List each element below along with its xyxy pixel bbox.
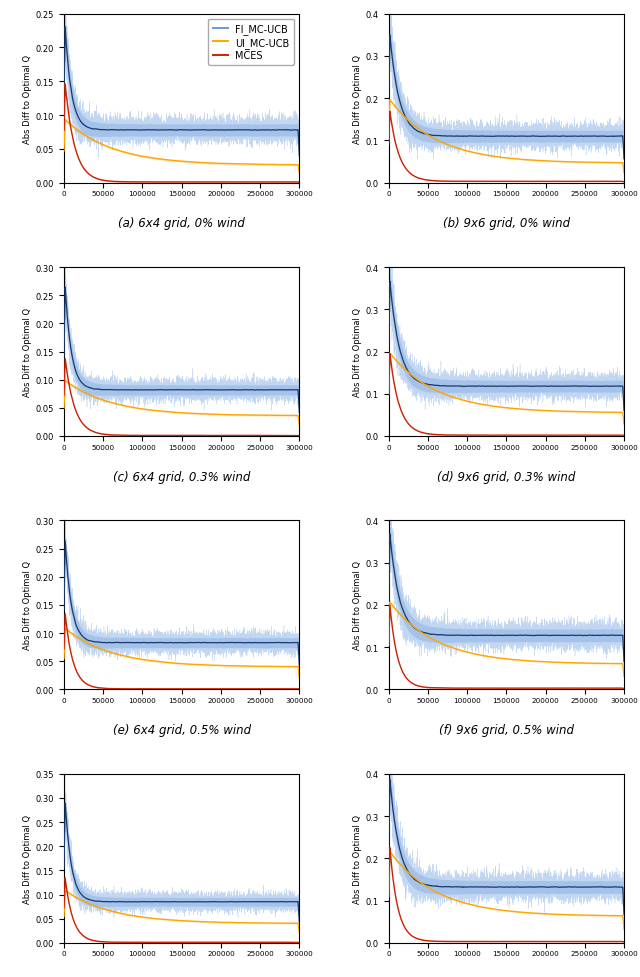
Y-axis label: Abs Diff to Optimal Q: Abs Diff to Optimal Q [22, 561, 31, 650]
Legend: FI_MC-UCB, UI_MC-UCB, MCES: FI_MC-UCB, UI_MC-UCB, MCES [208, 20, 294, 65]
Text: (f) 9x6 grid, 0.5% wind: (f) 9x6 grid, 0.5% wind [439, 723, 574, 737]
Y-axis label: Abs Diff to Optimal Q: Abs Diff to Optimal Q [353, 814, 362, 903]
Y-axis label: Abs Diff to Optimal Q: Abs Diff to Optimal Q [353, 308, 362, 397]
Y-axis label: Abs Diff to Optimal Q: Abs Diff to Optimal Q [23, 55, 32, 144]
Text: (c) 6x4 grid, 0.3% wind: (c) 6x4 grid, 0.3% wind [113, 470, 250, 484]
Text: (b) 9x6 grid, 0% wind: (b) 9x6 grid, 0% wind [443, 217, 570, 231]
Text: (a) 6x4 grid, 0% wind: (a) 6x4 grid, 0% wind [118, 217, 245, 231]
Text: (d) 9x6 grid, 0.3% wind: (d) 9x6 grid, 0.3% wind [437, 470, 575, 484]
Y-axis label: Abs Diff to Optimal Q: Abs Diff to Optimal Q [353, 561, 362, 650]
Y-axis label: Abs Diff to Optimal Q: Abs Diff to Optimal Q [353, 55, 362, 144]
Y-axis label: Abs Diff to Optimal Q: Abs Diff to Optimal Q [22, 814, 31, 903]
Y-axis label: Abs Diff to Optimal Q: Abs Diff to Optimal Q [22, 308, 31, 397]
Text: (e) 6x4 grid, 0.5% wind: (e) 6x4 grid, 0.5% wind [113, 723, 251, 737]
